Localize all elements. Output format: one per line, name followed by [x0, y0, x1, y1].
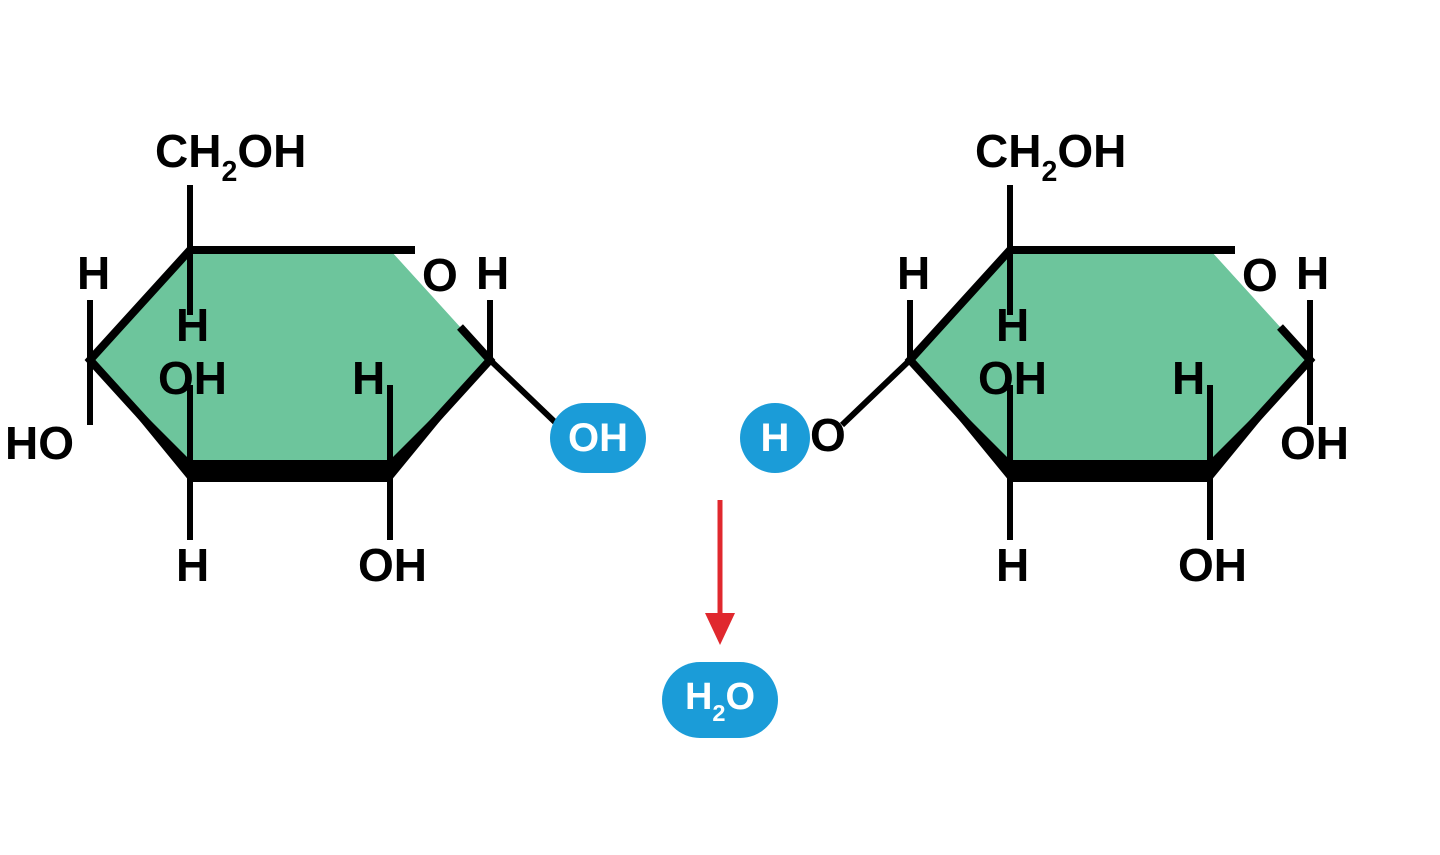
left-ring-svg	[60, 180, 520, 580]
left-glucose: O H HO CH2OH H H H OH OH H	[60, 180, 520, 580]
v5-down-label: H	[996, 542, 1029, 588]
reactive-H-text: H	[761, 416, 790, 461]
v4-up-label: H	[1172, 355, 1205, 401]
v5-up-label: OH	[978, 355, 1047, 401]
v4-down-label: OH	[358, 542, 427, 588]
v4-up-label: H	[352, 355, 385, 401]
diagram-stage: O H HO CH2OH H H H OH OH H O	[0, 0, 1440, 855]
v0-up-label: H	[77, 250, 110, 296]
v3-down-label: OH	[1280, 420, 1349, 466]
v1-down-label: H	[996, 302, 1029, 348]
bond-v3-down	[490, 360, 558, 425]
v1-up-label: CH2OH	[155, 128, 306, 183]
reactive-H-pill: H	[740, 403, 810, 473]
ring-O-label: O	[1242, 252, 1278, 298]
reactive-OH-pill: OH	[550, 403, 646, 473]
arrow-head	[705, 613, 735, 645]
v4-down-label: OH	[1178, 542, 1247, 588]
water-product-text: H2O	[685, 676, 755, 724]
v0-down-O-label: O	[810, 412, 846, 458]
v1-up-label: CH2OH	[975, 128, 1126, 183]
ring-O-label: O	[422, 252, 458, 298]
v1-down-label: H	[176, 302, 209, 348]
right-ring-svg	[880, 180, 1340, 580]
v5-up-label: OH	[158, 355, 227, 401]
v5-down-label: H	[176, 542, 209, 588]
v0-down-label: HO	[5, 420, 74, 466]
dehydration-arrow-svg	[695, 495, 745, 655]
bond-v0-down	[842, 360, 910, 425]
v3-up-label: H	[476, 250, 509, 296]
v3-up-label: H	[1296, 250, 1329, 296]
reactive-OH-text: OH	[568, 416, 628, 461]
right-glucose: O H O CH2OH H H OH H OH OH H	[880, 180, 1340, 580]
water-product-pill: H2O	[662, 662, 778, 738]
v0-up-label: H	[897, 250, 930, 296]
